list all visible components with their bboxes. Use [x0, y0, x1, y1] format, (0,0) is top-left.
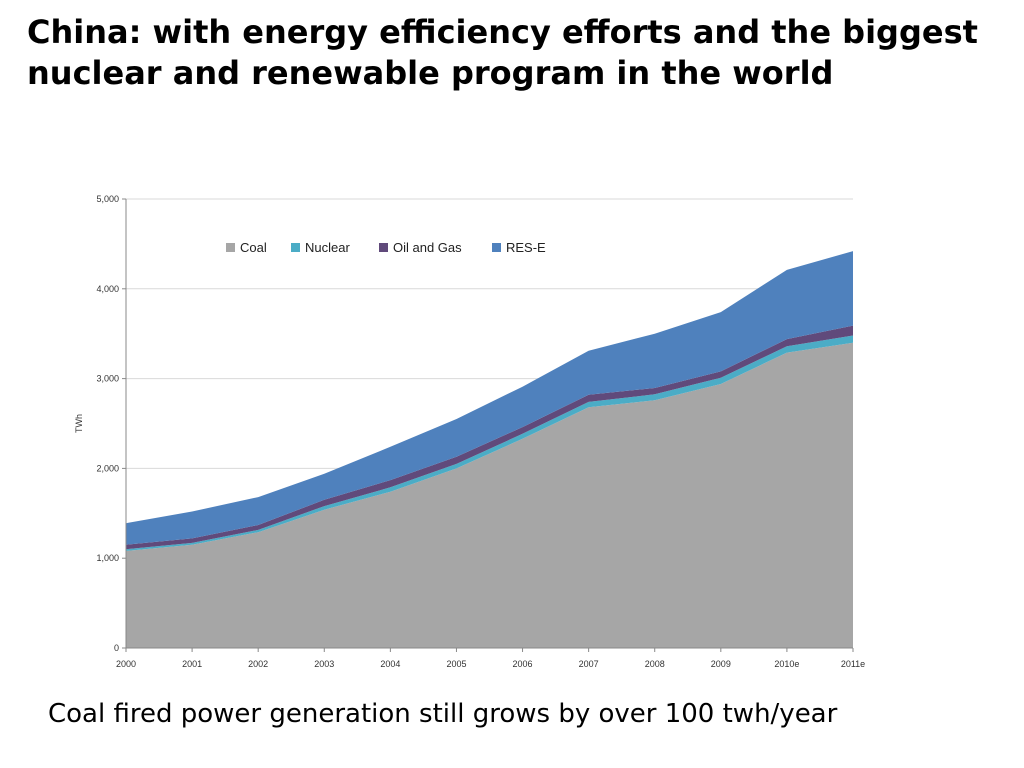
area-res-e	[126, 251, 853, 545]
y-tick-label-0: 0	[114, 643, 119, 653]
x-tick-label-8: 2008	[645, 659, 665, 669]
slide-caption: Coal fired power generation still grows …	[48, 699, 838, 729]
legend-label-1: Nuclear	[305, 240, 350, 255]
x-tick-label-5: 2005	[446, 659, 466, 669]
x-tick-label-7: 2007	[579, 659, 599, 669]
x-tick-label-2: 2002	[248, 659, 268, 669]
slide-title: China: with energy efficiency efforts an…	[27, 13, 978, 92]
x-tick-label-11: 2011e	[841, 659, 865, 669]
x-tick-label-3: 2003	[314, 659, 334, 669]
y-tick-label-2: 2,000	[96, 463, 119, 473]
x-tick-label-6: 2006	[513, 659, 533, 669]
legend-swatch-0	[226, 243, 235, 252]
y-tick-label-1: 1,000	[96, 553, 119, 563]
legend-label-0: Coal	[240, 240, 267, 255]
y-tick-label-4: 4,000	[96, 284, 119, 294]
x-tick-label-0: 2000	[116, 659, 136, 669]
legend-swatch-2	[379, 243, 388, 252]
x-tick-label-4: 2004	[380, 659, 400, 669]
legend-swatch-1	[291, 243, 300, 252]
area-oil-and-gas	[126, 325, 853, 550]
y-axis-title: TWh	[74, 414, 84, 433]
area-coal	[126, 342, 853, 648]
legend-swatch-3	[492, 243, 501, 252]
y-tick-label-3: 3,000	[96, 374, 119, 384]
legend-label-2: Oil and Gas	[393, 240, 462, 255]
x-tick-label-1: 2001	[182, 659, 202, 669]
legend-label-3: RES-E	[506, 240, 546, 255]
y-tick-label-5: 5,000	[96, 194, 119, 204]
x-tick-label-10: 2010e	[774, 659, 799, 669]
x-tick-label-9: 2009	[711, 659, 731, 669]
